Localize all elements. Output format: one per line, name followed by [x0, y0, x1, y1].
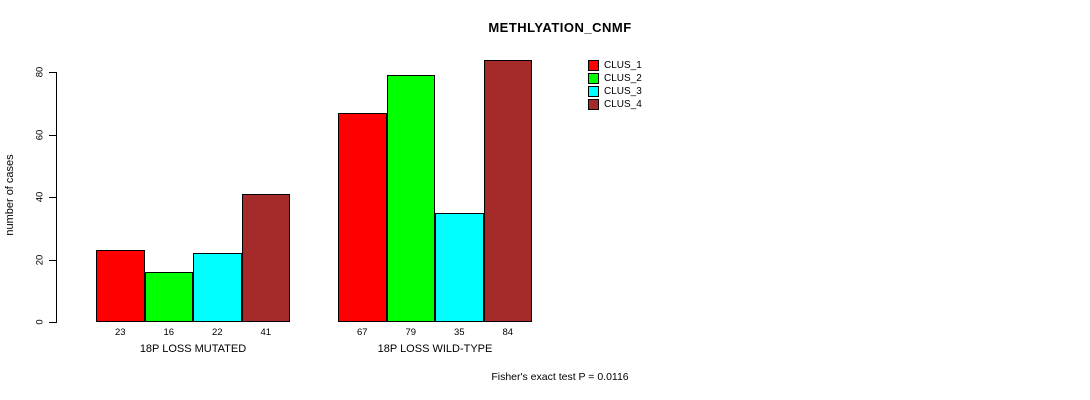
bar-value-label: 41: [260, 327, 272, 338]
y-tick-label: 40: [34, 191, 46, 203]
chart-title: METHLYATION_CNMF: [488, 20, 632, 35]
bar-clus_3-0: [193, 253, 242, 322]
legend-label: CLUS_2: [604, 73, 642, 84]
group-label: 18P LOSS WILD-TYPE: [377, 343, 493, 355]
y-tick-label: 80: [34, 66, 46, 78]
y-tick-label: 0: [34, 319, 46, 325]
y-tick: [49, 259, 56, 261]
legend-item-clus_3: CLUS_3: [588, 85, 642, 98]
legend-swatch: [588, 99, 599, 110]
bar-value-label: 16: [163, 327, 175, 338]
y-axis-label: number of cases: [4, 154, 16, 236]
group-label: 18P LOSS MUTATED: [139, 343, 247, 355]
legend-item-clus_1: CLUS_1: [588, 59, 642, 72]
y-tick-label: 60: [34, 129, 46, 140]
fisher-test-caption: Fisher's exact test P = 0.0116: [491, 371, 629, 383]
legend-item-clus_4: CLUS_4: [588, 98, 642, 111]
legend-swatch: [588, 86, 599, 97]
y-tick: [49, 322, 56, 323]
bar-value-label: 22: [211, 327, 223, 338]
y-tick: [49, 72, 56, 73]
y-axis-line: [56, 72, 57, 323]
bar-value-label: 79: [405, 327, 417, 338]
bar-clus_3-1: [435, 212, 484, 322]
bar-value-label: 84: [502, 327, 514, 338]
y-tick: [49, 197, 56, 198]
bar-clus_1-1: [338, 112, 387, 322]
bar-clus_4-1: [483, 59, 532, 322]
y-tick: [49, 134, 56, 136]
legend: CLUS_1 CLUS_2 CLUS_3 CLUS_4: [588, 59, 642, 111]
legend-swatch: [588, 73, 599, 84]
bar-clus_4-0: [241, 193, 290, 322]
bar-value-label: 23: [114, 327, 126, 338]
bar-clus_2-1: [386, 75, 435, 322]
legend-swatch: [588, 60, 599, 71]
y-tick-label: 20: [34, 254, 46, 265]
legend-label: CLUS_3: [604, 86, 642, 97]
bar-value-label: 67: [356, 327, 368, 338]
legend-item-clus_2: CLUS_2: [588, 72, 642, 85]
bar-clus_1-0: [96, 250, 145, 322]
legend-label: CLUS_4: [604, 99, 642, 110]
legend-label: CLUS_1: [604, 60, 642, 71]
bar-value-label: 35: [453, 327, 465, 338]
bar-clus_2-0: [144, 272, 193, 322]
